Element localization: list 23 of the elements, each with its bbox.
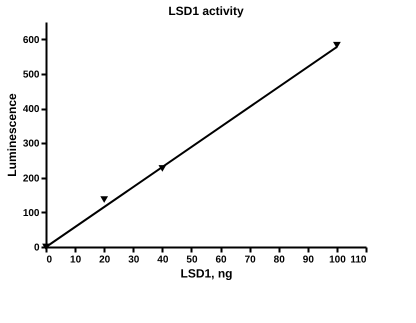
y-tick-label: 300 [22,138,40,150]
x-tick-label: 40 [157,254,169,266]
point [100,196,108,203]
y-tick-label: 400 [22,104,40,116]
x-tick-label: 20 [99,254,111,266]
chart-title: LSD1 activity [168,4,244,18]
x-tick-label: 0 [46,254,52,266]
x-tick-label: 30 [128,254,140,266]
y-axis-title: Luminescence [4,92,19,177]
y-tick-label: 200 [22,173,40,184]
x-tick-label: 100 [329,254,346,266]
x-tick-label: 110 [350,254,367,266]
y-tick-label: 0 [34,242,40,254]
x-tick-label: 70 [244,254,256,266]
x-tick-label: 90 [302,254,314,266]
x-tick-label: 80 [274,254,286,266]
y-tick-label: 500 [22,69,40,80]
x-tick-label: 10 [70,254,82,266]
y-tick-label: 100 [22,208,40,219]
y-tick-label: 600 [22,34,40,46]
x-tick-label: 50 [186,254,198,266]
x-axis-title: LSD1, ng [180,266,233,280]
x-tick-label: 60 [215,254,228,266]
